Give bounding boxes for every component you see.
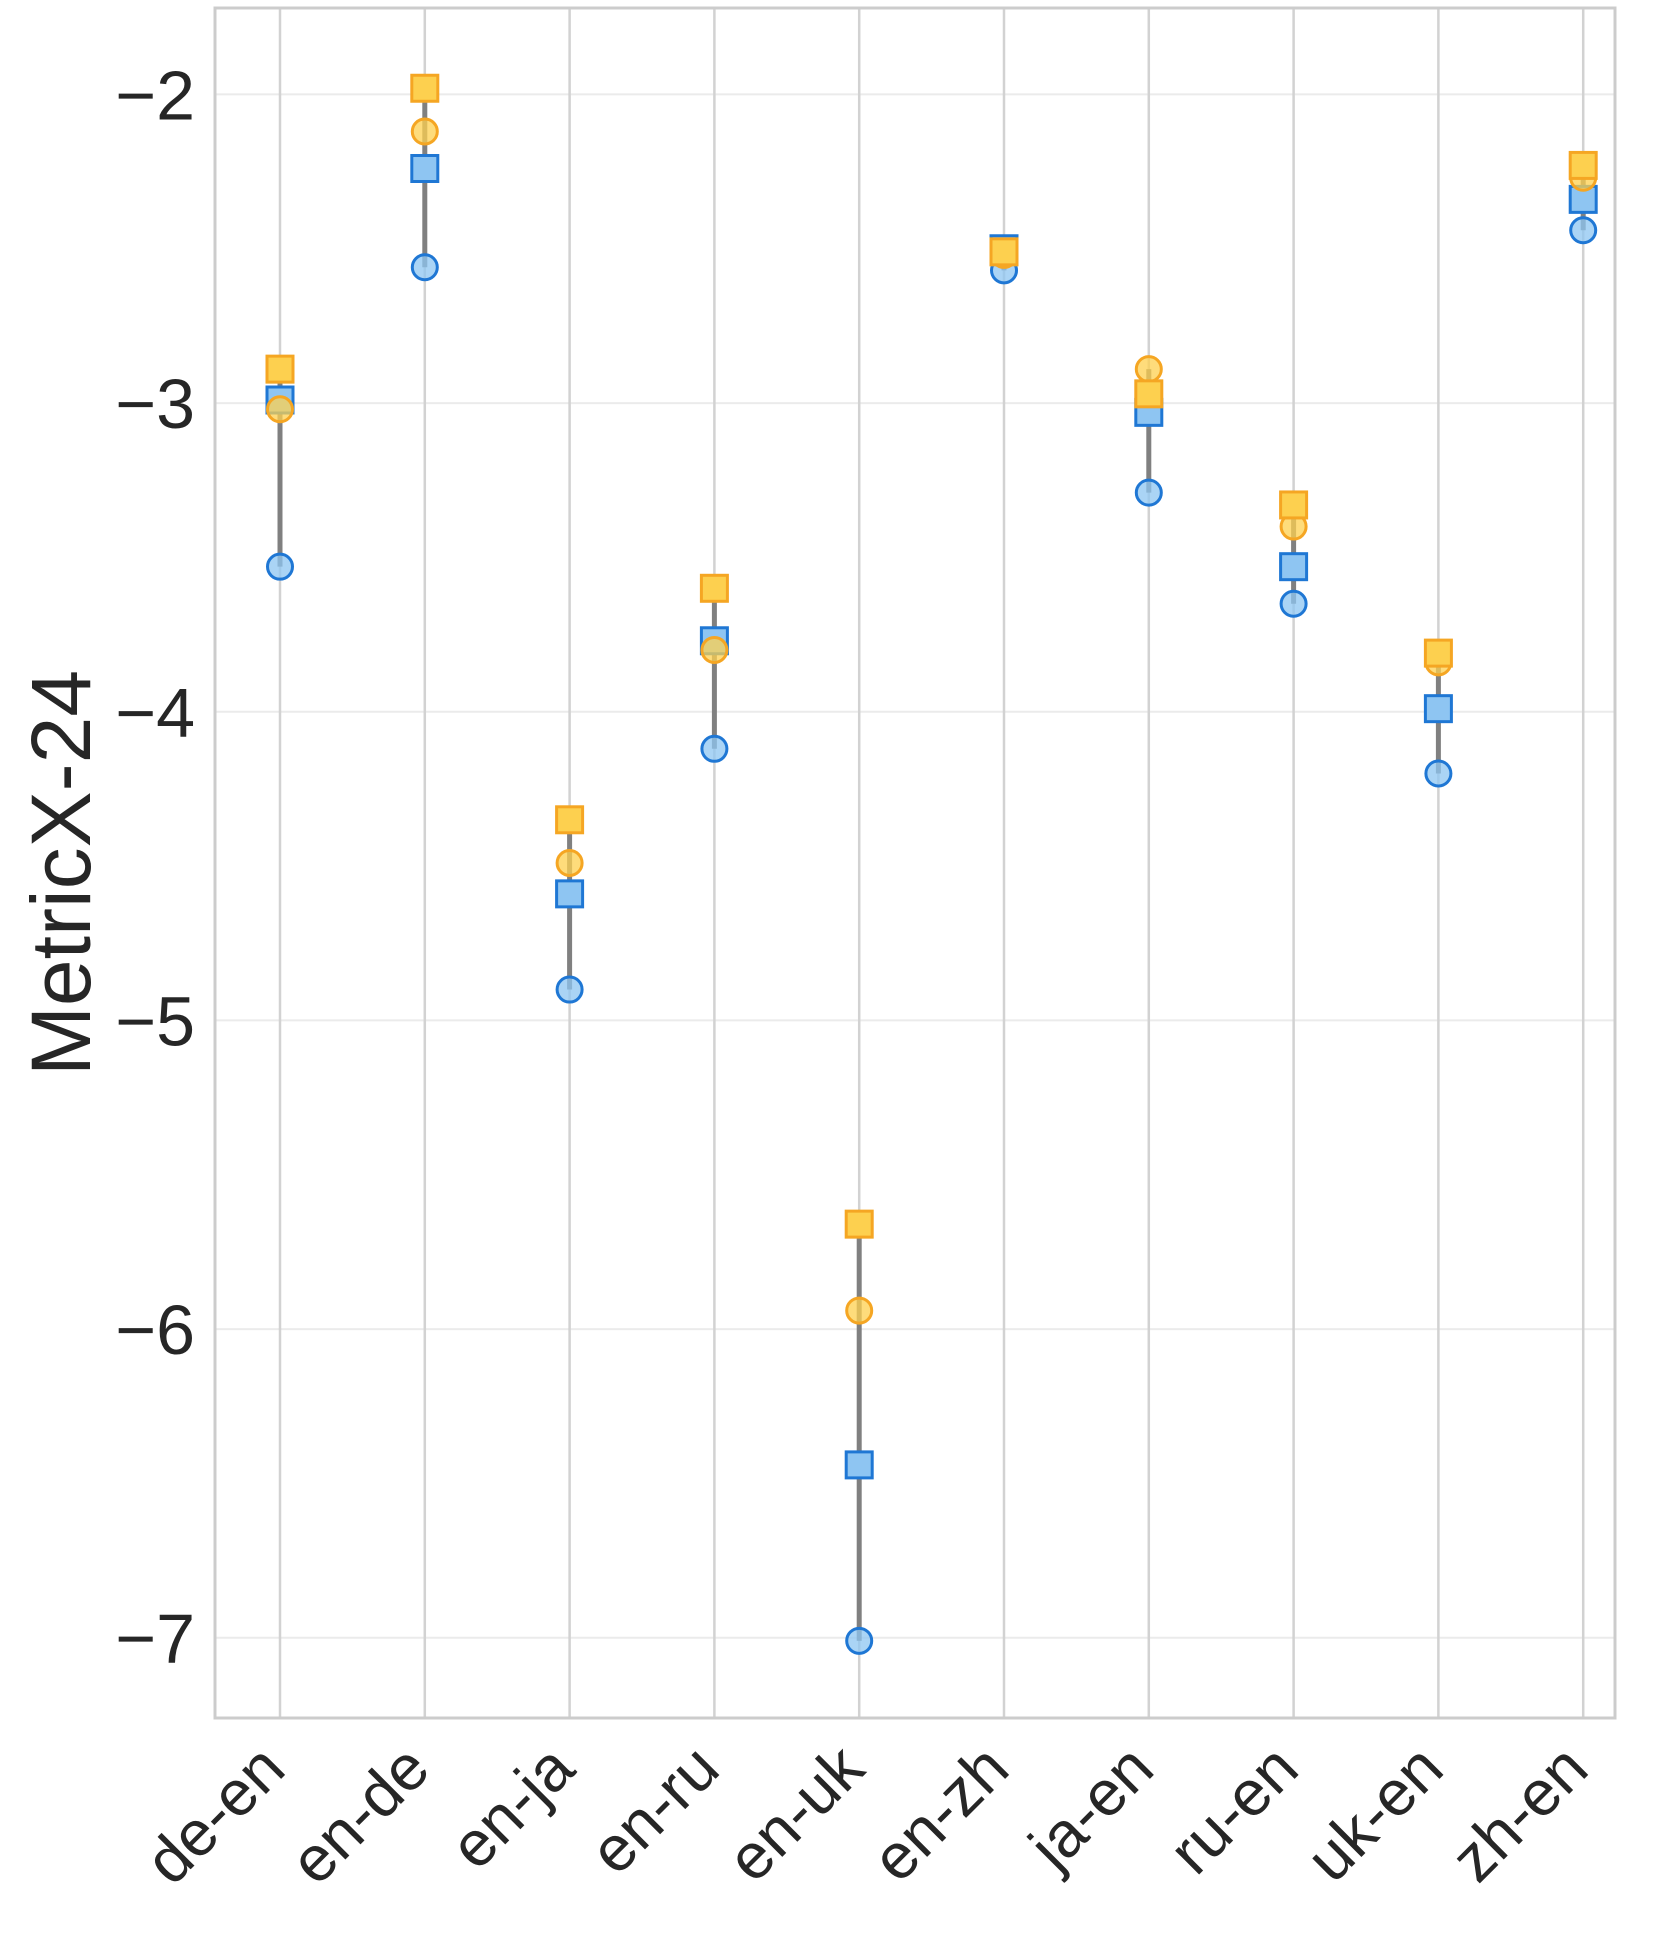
point-blue-circle [1134,478,1163,507]
y-tick-label: −7 [115,1600,195,1678]
point-orange-circle [1134,355,1163,384]
x-tick-label: ru-en [1155,1731,1312,1888]
x-tick-label: uk-en [1292,1731,1456,1895]
point-orange-square [989,237,1019,267]
y-tick-label: −2 [115,56,195,134]
point-blue-circle [266,552,294,581]
x-tick-label: de-en [131,1731,298,1898]
x-tick-label: en-ja [436,1731,588,1883]
point-blue-circle [410,253,439,282]
point-orange-circle [555,849,584,877]
point-blue-square [1279,552,1309,582]
x-axis-ticks: de-enen-deen-jaen-ruen-uken-zhja-enru-en… [131,1730,1601,1897]
point-orange-square [1423,638,1453,668]
x-tick-label: en-de [276,1731,443,1898]
x-tick-label: ja-en [1014,1731,1167,1884]
point-blue-circle [1569,216,1598,245]
point-orange-square [1568,150,1598,180]
point-blue-circle [845,1626,874,1655]
x-tick-label: en-uk [713,1730,878,1895]
point-orange-square [844,1209,874,1239]
y-tick-label: −4 [115,674,195,752]
y-tick-label: −6 [115,1291,195,1369]
point-blue-circle [1279,589,1308,618]
y-tick-label: −3 [115,365,195,443]
point-blue-circle [1424,759,1453,788]
point-orange-circle [700,636,729,665]
point-orange-circle [845,1296,874,1325]
y-axis-label: MetricX-24 [14,670,108,1076]
grid [215,8,1615,1718]
range-lines [277,88,1586,1641]
point-orange-square [699,573,729,603]
x-tick-label: en-ru [576,1731,733,1888]
point-orange-square [1134,379,1164,409]
plot-frame [213,6,1617,1720]
data-points [265,73,1598,1655]
point-blue-square [410,154,440,184]
y-axis-ticks: −2 −3 −4 −5 −6 −7 [115,56,195,1677]
point-blue-circle [700,734,729,763]
point-orange-square [555,805,585,835]
point-orange-circle [410,117,439,146]
point-orange-square [1279,490,1309,520]
point-orange-circle [266,395,294,424]
y-tick-label: −5 [115,982,195,1060]
point-orange-square [265,354,295,384]
x-tick-label: en-zh [858,1731,1022,1895]
point-blue-square [555,879,585,909]
point-blue-square [844,1450,874,1480]
point-blue-circle [555,975,584,1004]
point-blue-square [1423,694,1453,724]
x-tick-label: zh-en [1437,1731,1601,1895]
point-orange-square [410,73,440,103]
